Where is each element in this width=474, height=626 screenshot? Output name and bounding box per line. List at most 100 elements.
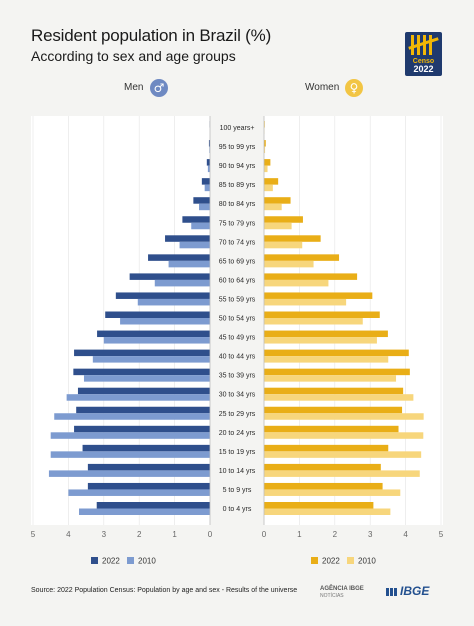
women-x-tick-label: 3	[368, 530, 373, 539]
age-group-label: 35 to 39 yrs	[219, 373, 256, 380]
bar-men-2022	[97, 330, 210, 338]
bar-men-2010	[68, 489, 211, 496]
bar-men-2010	[191, 222, 210, 230]
men-x-tick-label: 3	[102, 530, 107, 539]
bar-men-2022	[73, 368, 210, 376]
age-group-label: 45 to 49 yrs	[219, 335, 256, 342]
bar-women-2010	[264, 413, 424, 420]
bar-men-2010	[179, 241, 210, 249]
bar-women-2022	[264, 387, 404, 395]
bar-men-2022	[201, 178, 210, 185]
bar-women-2010	[264, 260, 314, 268]
bar-men-2010	[120, 318, 210, 325]
bar-women-2022	[264, 235, 321, 242]
bar-men-2022	[148, 254, 210, 261]
agencia-sub-text: NOTÍCIAS	[320, 593, 344, 599]
age-group-label: 10 to 14 yrs	[219, 468, 256, 475]
bar-women-2010	[264, 470, 420, 477]
men-label: Men	[124, 82, 144, 93]
bar-women-2022	[264, 463, 381, 471]
bar-men-2010	[48, 470, 211, 477]
bar-women-2010	[264, 298, 347, 306]
age-group-label: 75 to 79 yrs	[219, 220, 256, 227]
bar-women-2010	[264, 184, 273, 192]
agencia-main-text: AGÊNCIA IBGE	[320, 586, 364, 592]
bar-women-2010	[264, 394, 414, 401]
bar-women-2022	[264, 349, 409, 357]
chart-subtitle: According to sex and age groups	[31, 48, 236, 64]
bar-women-2022	[264, 292, 373, 299]
bar-women-2022	[264, 502, 374, 509]
bar-women-2010	[264, 203, 282, 211]
male-symbol-icon: ♂	[150, 79, 168, 97]
bar-women-2022	[264, 368, 410, 376]
age-group-label: 90 to 94 yrs	[219, 163, 256, 170]
bar-women-2022	[264, 311, 380, 318]
legend-label-women-2022: 2022	[322, 557, 340, 566]
bar-men-2010	[204, 184, 210, 192]
bar-men-2022	[96, 502, 210, 509]
bar-women-2010	[264, 508, 391, 515]
bar-men-2022	[165, 235, 210, 242]
age-group-label: 80 to 84 yrs	[219, 201, 256, 208]
legend-swatch-women-2022	[311, 557, 318, 564]
bar-men-2022	[82, 444, 210, 452]
censo-2022-logo: Censo 2022	[405, 32, 442, 76]
women-label: Women	[305, 82, 340, 93]
bar-men-2022	[129, 273, 210, 280]
bar-men-2010	[50, 451, 211, 458]
bar-men-2022	[77, 387, 210, 395]
bar-women-2010	[264, 241, 303, 249]
legend-label-men-2010: 2010	[138, 557, 156, 566]
bar-women-2022	[264, 254, 340, 261]
legend-swatch-women-2010	[347, 557, 354, 564]
chart-title: Resident population in Brazil (%)	[31, 26, 272, 45]
bar-women-2010	[264, 451, 422, 458]
age-group-label: 40 to 44 yrs	[219, 354, 256, 361]
age-group-label: 20 to 24 yrs	[219, 430, 256, 437]
bar-men-2010	[83, 375, 210, 382]
age-group-label: 70 to 74 yrs	[219, 239, 256, 246]
bar-men-2010	[199, 203, 210, 211]
bar-women-2010	[264, 432, 424, 439]
bar-men-2022	[74, 425, 211, 433]
logo-text-year: 2022	[413, 64, 434, 74]
ibge-mark-icon	[386, 588, 397, 596]
bar-men-2010	[168, 260, 210, 268]
men-x-tick-label: 2	[137, 530, 142, 539]
age-group-label: 15 to 19 yrs	[219, 449, 256, 456]
source-note: Source: 2022 Population Census: Populati…	[31, 587, 298, 594]
women-x-tick-label: 0	[262, 530, 267, 539]
women-x-tick-label: 5	[439, 530, 444, 539]
age-group-label: 55 to 59 yrs	[219, 296, 256, 303]
bar-women-2022	[264, 140, 266, 147]
bar-women-2022	[264, 425, 399, 433]
men-x-tick-label: 0	[208, 530, 213, 539]
bar-men-2022	[87, 482, 210, 490]
bar-men-2022	[115, 292, 210, 299]
men-x-tick-label: 4	[66, 530, 71, 539]
bar-women-2022	[264, 273, 358, 280]
bar-men-2022	[193, 197, 210, 204]
legend-label-women-2010: 2010	[358, 557, 376, 566]
age-group-label: 100 years+	[220, 125, 255, 132]
bar-women-2010	[264, 318, 363, 325]
logo-text-censo: Censo	[412, 58, 435, 65]
bar-men-2010	[92, 356, 210, 363]
population-pyramid-chart: 100 years+ 95 to 99 yrs 90 to 94 yrs 85 to …	[31, 116, 444, 566]
agencia-ibge-logo: AGÊNCIA IBGE NOTÍCIAS	[320, 586, 364, 600]
bar-women-2022	[264, 197, 291, 204]
age-group-label: 50 to 54 yrs	[219, 316, 256, 323]
age-group-label: 5 to 9 yrs	[223, 487, 252, 494]
bar-men-2010	[79, 508, 211, 515]
men-x-tick-label: 5	[31, 530, 36, 539]
bar-women-2010	[264, 337, 377, 344]
bar-men-2022	[206, 159, 210, 166]
bar-men-2022	[105, 311, 210, 318]
ibge-logo: IBGE	[400, 584, 430, 598]
bar-men-2010	[207, 165, 210, 173]
bar-men-2010	[154, 279, 210, 287]
legend-swatch-men-2010	[127, 557, 134, 564]
bar-women-2022	[264, 444, 389, 452]
bar-women-2010	[264, 146, 266, 154]
